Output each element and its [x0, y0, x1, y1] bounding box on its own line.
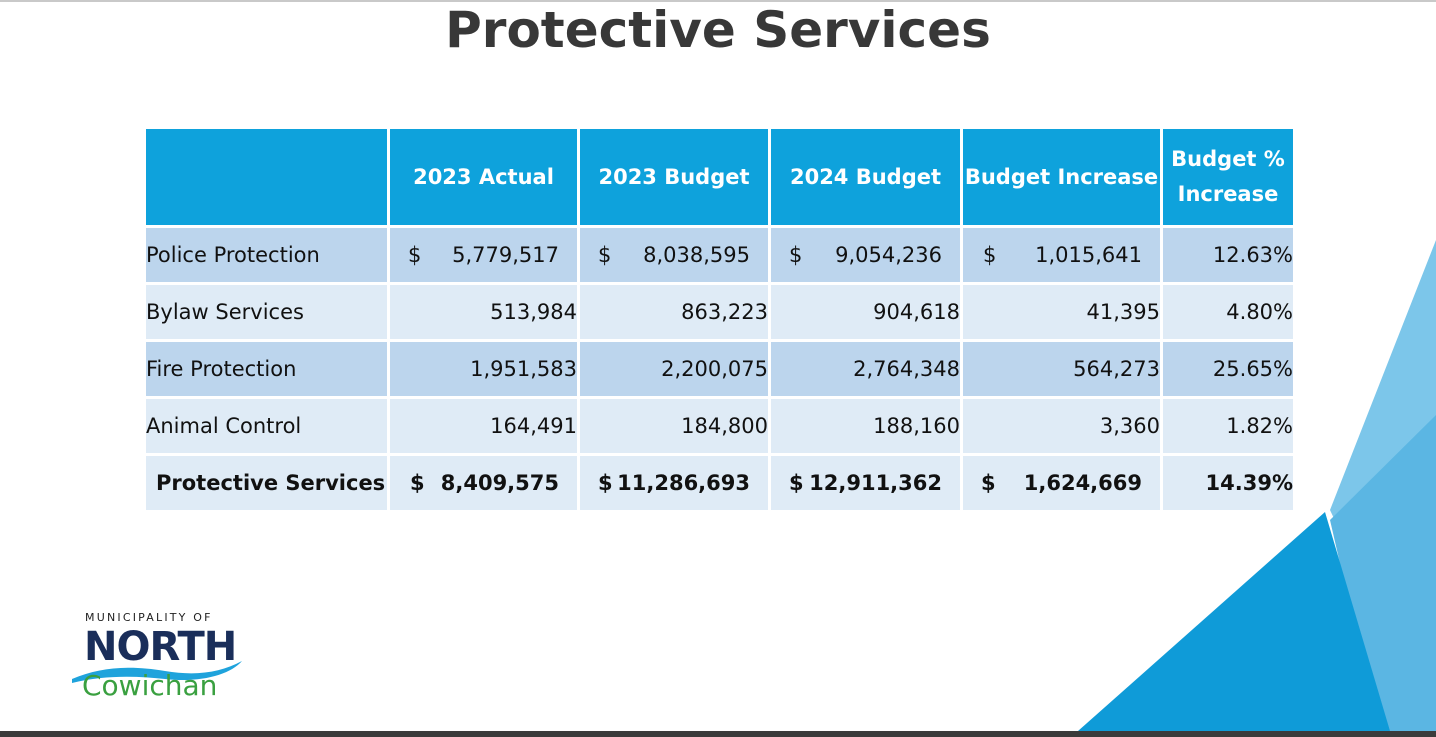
cell-2023-budget: 2,200,075	[577, 339, 771, 399]
cell-budget-increase: 3,360	[960, 396, 1163, 456]
row-label: Bylaw Services	[143, 282, 390, 342]
cell-2023-budget: 863,223	[577, 282, 771, 342]
total-pct-increase: 14.39%	[1160, 453, 1296, 513]
header-budget-increase: Budget Increase	[960, 126, 1163, 228]
cell-value: 12,911,362	[809, 471, 942, 495]
page-title: Protective Services	[445, 1, 991, 59]
cell-value: 8,409,575	[440, 471, 559, 495]
cell-value: 8,038,595	[643, 243, 750, 267]
table-header-row: 2023 Actual 2023 Budget 2024 Budget Budg…	[143, 126, 1296, 228]
table-row-fire-protection: Fire Protection 1,951,583 2,200,075 2,76…	[143, 339, 1296, 399]
cell-2024-budget: 188,160	[768, 396, 963, 456]
currency-symbol: $	[789, 243, 803, 267]
cell-2023-actual: 513,984	[387, 282, 580, 342]
north-cowichan-logo: MUNICIPALITY OF NORTH Cowichan	[70, 611, 250, 706]
cell-pct-increase: 4.80%	[1160, 282, 1296, 342]
wave-icon	[72, 661, 242, 683]
header-2023-actual: 2023 Actual	[387, 126, 580, 228]
cell-pct-increase: 1.82%	[1160, 396, 1296, 456]
cell-value: 9,054,236	[835, 243, 942, 267]
budget-table: 2023 Actual 2023 Budget 2024 Budget Budg…	[143, 126, 1296, 513]
total-2024-budget: $ 12,911,362	[768, 453, 963, 513]
cell-2023-actual: 1,951,583	[387, 339, 580, 399]
table-row-police-protection: Police Protection $ 5,779,517 $ 8,038,59…	[143, 225, 1296, 285]
row-label: Animal Control	[143, 396, 390, 456]
header-2024-budget: 2024 Budget	[768, 126, 963, 228]
cell-2024-budget: 904,618	[768, 282, 963, 342]
total-2023-actual: $ 8,409,575	[387, 453, 580, 513]
cell-value: 11,286,693	[617, 471, 750, 495]
currency-symbol: $	[981, 471, 996, 495]
total-label: Protective Services	[143, 453, 390, 513]
header-2023-budget: 2023 Budget	[577, 126, 771, 228]
cell-value: 5,779,517	[452, 243, 559, 267]
cell-budget-increase: 564,273	[960, 339, 1163, 399]
total-budget-increase: $ 1,624,669	[960, 453, 1163, 513]
header-budget-pct-increase: Budget % Increase	[1160, 126, 1296, 228]
table-row-total: Protective Services $ 8,409,575 $ 11,286…	[143, 453, 1296, 513]
logo-sub-text: Cowichan	[82, 669, 218, 702]
currency-symbol: $	[789, 471, 804, 495]
triangle-dark	[1078, 512, 1390, 731]
cell-2024-budget: $ 9,054,236	[768, 225, 963, 285]
currency-symbol: $	[598, 471, 613, 495]
currency-symbol: $	[408, 243, 422, 267]
cell-pct-increase: 25.65%	[1160, 339, 1296, 399]
cell-value: 1,624,669	[1023, 471, 1142, 495]
table-row-bylaw-services: Bylaw Services 513,984 863,223 904,618 4…	[143, 282, 1296, 342]
currency-symbol: $	[983, 243, 997, 267]
row-label: Fire Protection	[143, 339, 390, 399]
logo-main-text: NORTH	[84, 624, 237, 670]
cell-pct-increase: 12.63%	[1160, 225, 1296, 285]
cell-2023-actual: 164,491	[387, 396, 580, 456]
cell-budget-increase: 41,395	[960, 282, 1163, 342]
top-rule	[0, 0, 1436, 2]
currency-symbol: $	[598, 243, 612, 267]
cell-2023-actual: $ 5,779,517	[387, 225, 580, 285]
bottom-rule	[0, 731, 1436, 737]
currency-symbol: $	[410, 471, 425, 495]
cell-2024-budget: 2,764,348	[768, 339, 963, 399]
triangle-mid	[1330, 415, 1436, 737]
logo-small-text: MUNICIPALITY OF	[85, 611, 213, 624]
cell-2023-budget: $ 8,038,595	[577, 225, 771, 285]
table-row-animal-control: Animal Control 164,491 184,800 188,160 3…	[143, 396, 1296, 456]
cell-2023-budget: 184,800	[577, 396, 771, 456]
header-blank	[143, 126, 390, 228]
cell-value: 1,015,641	[1035, 243, 1142, 267]
total-2023-budget: $ 11,286,693	[577, 453, 771, 513]
row-label: Police Protection	[143, 225, 390, 285]
cell-budget-increase: $ 1,015,641	[960, 225, 1163, 285]
